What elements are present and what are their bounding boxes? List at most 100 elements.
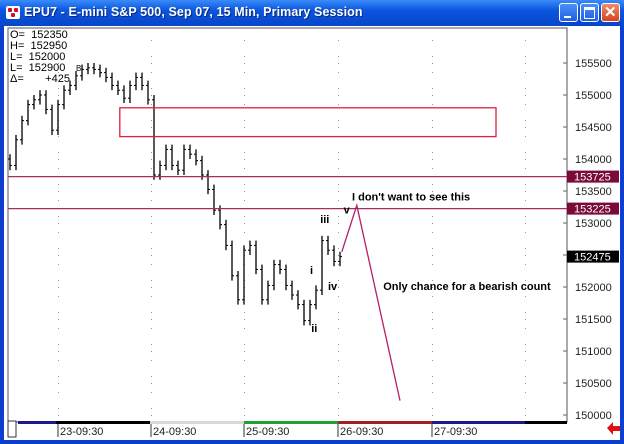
grid-dot [58, 184, 59, 185]
grid-dot [338, 319, 339, 320]
grid-dot [58, 296, 59, 297]
plot-area [7, 27, 568, 423]
grid-dot [432, 191, 433, 192]
grid-dot [244, 360, 245, 361]
time-tick-label: 27-09:30 [434, 426, 477, 438]
grid-dot [338, 159, 339, 160]
grid-dot [432, 408, 433, 409]
minimize-button[interactable] [559, 3, 578, 22]
chart-annotation: i [310, 265, 313, 277]
grid-dot [151, 88, 152, 89]
grid-dot [525, 159, 526, 160]
grid-dot [525, 120, 526, 121]
grid-dot [151, 191, 152, 192]
grid-dot [432, 319, 433, 320]
close-button[interactable]: ✕ [601, 3, 620, 22]
grid-dot [244, 232, 245, 233]
grid-dot [525, 127, 526, 128]
grid-dot [338, 191, 339, 192]
grid-dot [151, 63, 152, 64]
grid-dot [58, 136, 59, 137]
grid-dot [151, 415, 152, 416]
grid-dot [151, 287, 152, 288]
grid-dot [244, 104, 245, 105]
grid-dot [432, 223, 433, 224]
grid-dot [525, 72, 526, 73]
grid-dot [58, 344, 59, 345]
grid-dot [432, 168, 433, 169]
grid-dot [338, 296, 339, 297]
session-strip [18, 421, 56, 424]
grid-dot [244, 40, 245, 41]
grid-dot [244, 415, 245, 416]
grid-dot [58, 287, 59, 288]
grid-dot [151, 200, 152, 201]
grid-dot [432, 159, 433, 160]
grid-dot [244, 168, 245, 169]
grid-dot [432, 40, 433, 41]
grid-dot [338, 360, 339, 361]
grid-dot [338, 312, 339, 313]
grid-dot [338, 152, 339, 153]
grid-dot [338, 264, 339, 265]
maximize-button[interactable] [580, 3, 599, 22]
readout-change: Δ= +425 [10, 73, 70, 85]
grid-dot [151, 280, 152, 281]
grid-dot [151, 408, 152, 409]
chart-annotation: Only chance for a bearish count [383, 281, 551, 293]
grid-dot [151, 296, 152, 297]
grid-dot [338, 88, 339, 89]
grid-dot [244, 88, 245, 89]
grid-dot [58, 232, 59, 233]
session-strip [338, 421, 432, 424]
readout-last-suffix: B [76, 64, 81, 73]
price-tick-label: 150000 [575, 410, 612, 422]
grid-dot [58, 376, 59, 377]
grid-dot [525, 200, 526, 201]
grid-dot [244, 328, 245, 329]
grid-dot [432, 88, 433, 89]
price-tick-label: 153500 [575, 186, 612, 198]
grid-dot [525, 63, 526, 64]
grid-dot [338, 184, 339, 185]
scroll-right-arrow-icon[interactable] [607, 422, 620, 435]
grid-dot [58, 88, 59, 89]
grid-dot [525, 40, 526, 41]
grid-dot [244, 344, 245, 345]
grid-dot [525, 216, 526, 217]
price-tick-label: 153000 [575, 218, 612, 230]
grid-dot [525, 168, 526, 169]
grid-dot [432, 351, 433, 352]
session-strip [432, 421, 525, 424]
grid-dot [151, 95, 152, 96]
grid-dot [58, 191, 59, 192]
grid-dot [432, 152, 433, 153]
grid-dot [525, 351, 526, 352]
time-scrollbar-thumb[interactable] [7, 420, 17, 438]
grid-dot [338, 168, 339, 169]
grid-dot [338, 95, 339, 96]
grid-dot [525, 104, 526, 105]
grid-dot [432, 216, 433, 217]
grid-dot [525, 223, 526, 224]
grid-dot [151, 264, 152, 265]
price-tick-label: 152000 [575, 282, 612, 294]
grid-dot [151, 127, 152, 128]
grid-dot [58, 159, 59, 160]
price-tick-label: 155000 [575, 90, 612, 102]
grid-dot [244, 216, 245, 217]
grid-dot [525, 280, 526, 281]
grid-dot [244, 319, 245, 320]
grid-dot [432, 63, 433, 64]
session-strip [525, 421, 567, 424]
grid-dot [151, 383, 152, 384]
grid-dot [151, 392, 152, 393]
grid-dot [338, 120, 339, 121]
grid-dot [58, 392, 59, 393]
chart-annotation: iv [328, 281, 338, 293]
grid-dot [338, 344, 339, 345]
grid-dot [338, 72, 339, 73]
grid-dot [432, 328, 433, 329]
grid-dot [338, 392, 339, 393]
